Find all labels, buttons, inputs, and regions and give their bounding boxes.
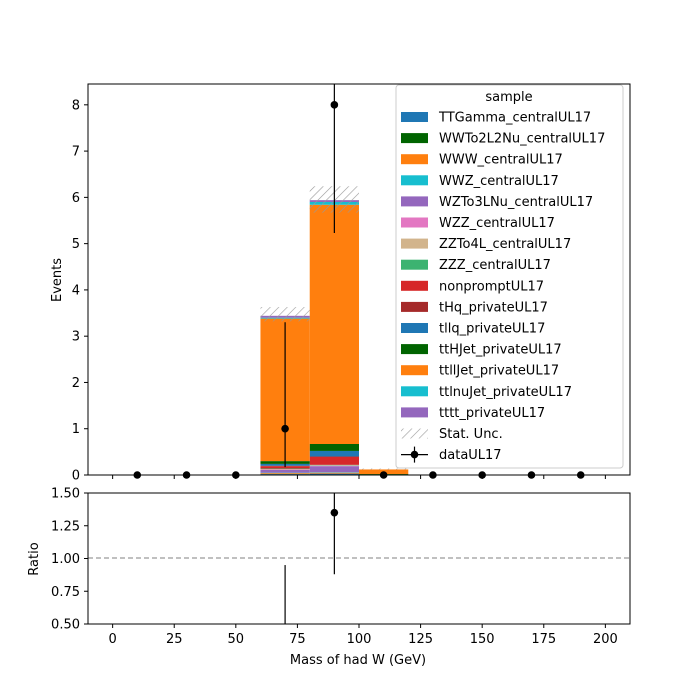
stat-unc-bin-5 [359, 468, 409, 470]
legend-swatch-WWTo2L2Nu_centralUL17 [401, 133, 428, 144]
bar-WZTo3LNu_centralUL17-bin-4 [309, 466, 359, 473]
main-ytick-label: 3 [72, 330, 80, 345]
ratio-point-0 [281, 648, 289, 656]
ratio-xtick-label: 200 [593, 632, 618, 647]
data-points [133, 84, 585, 479]
ratio-ytick-label: 1.00 [51, 552, 80, 567]
legend-data-marker [410, 450, 419, 459]
legend-swatch-ttlnuJet_privateUL17 [401, 386, 428, 397]
legend-label-ttlnuJet_privateUL17: ttlnuJet_privateUL17 [439, 385, 572, 400]
legend-swatch-TTGamma_centralUL17 [401, 112, 428, 122]
legend-label-data: dataUL17 [439, 448, 502, 463]
ratio-xtick-label: 125 [408, 632, 433, 647]
ratio-point-1 [330, 508, 339, 517]
ratio-ytick-label: 0.50 [51, 618, 80, 633]
ratio-xtick-label: 150 [470, 632, 495, 647]
legend-swatch-ttllJet_privateUL17 [401, 365, 428, 376]
legend-swatch-WZTo3LNu_centralUL17 [401, 196, 428, 207]
main-y-ticks: 0 1 2 3 4 5 6 7 8 [72, 98, 88, 484]
main-ytick-label: 2 [72, 376, 80, 391]
ratio-xtick-label: 0 [108, 632, 116, 647]
bar-ttllJet_privateUL17-bin-4 [309, 204, 359, 444]
legend-label-tHq_privateUL17: tHq_privateUL17 [439, 300, 548, 315]
legend: sample TTGamma_centralUL17 WWTo2L2Nu_cent… [395, 84, 624, 469]
legend-frame [395, 84, 624, 469]
legend-swatch-ZZZ_centralUL17 [401, 259, 428, 270]
legend-label-WZTo3LNu_centralUL17: WZTo3LNu_centralUL17 [439, 195, 593, 210]
stat-unc-bin-3 [260, 307, 310, 322]
legend-label-ZZTo4L_centralUL17: ZZTo4L_centralUL17 [439, 237, 571, 252]
legend-label-ZZZ_centralUL17: ZZZ_centralUL17 [439, 258, 551, 273]
ratio-ytick-label: 0.75 [51, 585, 80, 600]
main-ytick-label: 1 [72, 422, 80, 437]
main-plot-panel: 0 1 2 3 4 5 6 7 8 Events [50, 83, 631, 484]
main-ytick-label: 4 [72, 283, 80, 298]
legend-swatch-tttt_privateUL17 [401, 407, 428, 418]
legend-swatch-WWZ_centralUL17 [401, 175, 428, 186]
bar-WWW_centralUL17-bin-3 [260, 473, 310, 475]
main-ytick-label: 5 [72, 237, 80, 252]
ratio-xtick-label: 50 [228, 632, 245, 647]
legend-swatch-tllq_privateUL17 [401, 323, 428, 333]
legend-label-tttt_privateUL17: tttt_privateUL17 [439, 406, 545, 421]
bar-tllq_privateUL17-bin-4 [309, 450, 359, 457]
ratio-x-ticks: 0 25 50 75 100 125 150 175 200 [108, 624, 618, 647]
legend-swatch-WWW_centralUL17 [401, 154, 428, 165]
legend-label-stat-unc: Stat. Unc. [439, 427, 503, 442]
legend-swatch-ZZTo4L_centralUL17 [401, 238, 428, 249]
legend-label-WWW_centralUL17: WWW_centralUL17 [439, 153, 563, 168]
legend-label-WWZ_centralUL17: WWZ_centralUL17 [439, 174, 559, 189]
ratio-xtick-label: 75 [289, 632, 306, 647]
main-x-ticks [112, 475, 606, 479]
bar-TTGamma_centralUL17-bin-4 [309, 473, 359, 475]
bar-nonpromptUL17-bin-3 [260, 466, 310, 469]
data-point-3 [281, 424, 289, 433]
legend-label-ttHJet_privateUL17: ttHJet_privateUL17 [439, 343, 562, 358]
legend-title: sample [485, 90, 532, 105]
main-ytick-label: 6 [72, 191, 80, 206]
ratio-ytick-label: 1.50 [51, 487, 80, 502]
legend-label-ttllJet_privateUL17: ttllJet_privateUL17 [439, 364, 559, 379]
ratio-y-ticks: 0.50 0.75 1.00 1.25 1.50 [51, 487, 88, 633]
ratio-ytick-label: 1.25 [51, 519, 80, 534]
data-point-4 [330, 101, 339, 109]
legend-label-WWTo2L2Nu_centralUL17: WWTo2L2Nu_centralUL17 [439, 132, 605, 147]
main-ytick-label: 7 [72, 145, 80, 160]
legend-swatch-stat-unc [401, 428, 428, 439]
legend-label-tllq_privateUL17: tllq_privateUL17 [439, 322, 545, 337]
ratio-points [281, 493, 339, 656]
stacked-histogram [260, 200, 409, 475]
legend-label-nonpromptUL17: nonpromptUL17 [439, 279, 544, 294]
main-y-axis-label: Events [50, 258, 65, 302]
bar-nonpromptUL17-bin-4 [309, 456, 359, 465]
x-axis-label: Mass of had W (GeV) [290, 653, 426, 668]
legend-swatch-ttHJet_privateUL17 [401, 344, 428, 355]
legend-entries: TTGamma_centralUL17 WWTo2L2Nu_centralUL17… [401, 111, 605, 463]
legend-label-WZZ_centralUL17: WZZ_centralUL17 [439, 216, 555, 231]
main-ytick-label: 0 [72, 469, 80, 484]
bar-WWW_centralUL17-bin-4 [309, 472, 359, 474]
bar-ttHJet_privateUL17-bin-4 [309, 443, 359, 451]
ratio-xtick-label: 25 [166, 632, 183, 647]
ratio-plot-panel: 0.50 0.75 1.00 1.25 1.50 0 25 50 75 100 125 150 175… [27, 487, 631, 668]
legend-label-TTGamma_centralUL17: TTGamma_centralUL17 [438, 111, 591, 126]
legend-swatch-tHq_privateUL17 [401, 301, 428, 312]
legend-swatch-nonpromptUL17 [401, 280, 428, 291]
bar-WZTo3LNu_centralUL17-bin-3 [260, 469, 310, 473]
ratio-xtick-label: 100 [347, 632, 372, 647]
ratio-xtick-label: 175 [531, 632, 556, 647]
ratio-y-axis-label: Ratio [27, 542, 42, 575]
legend-swatch-WZZ_centralUL17 [401, 217, 428, 228]
main-ytick-label: 8 [72, 98, 80, 113]
